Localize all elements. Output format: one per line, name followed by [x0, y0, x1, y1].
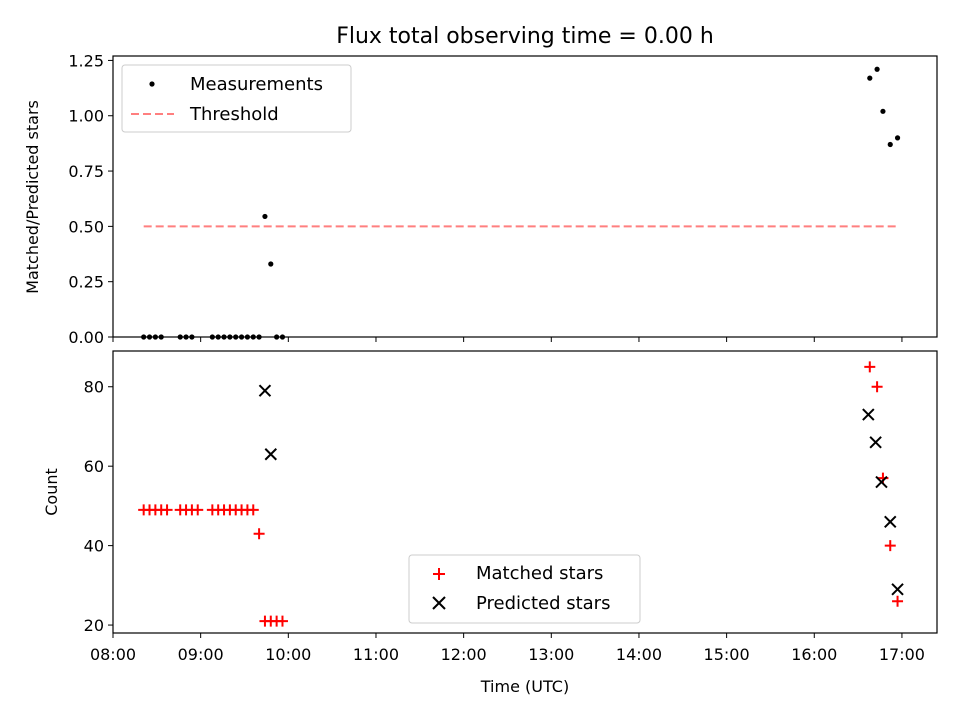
predicted-star-point — [862, 408, 875, 421]
bottom-plot-frame — [112, 350, 938, 634]
x-tick-label: 15:00 — [704, 645, 750, 664]
x-tick-label: 17:00 — [879, 645, 925, 664]
legend-predicted-label: Predicted stars — [476, 593, 610, 614]
legend-threshold-label: Threshold — [189, 104, 279, 125]
x-tick-label: 09:00 — [178, 645, 224, 664]
measurement-point — [262, 213, 268, 220]
bottom-y-tick-label: 40 — [84, 537, 104, 556]
matched-star-point — [276, 615, 288, 627]
top-y-tick-label: 0.75 — [68, 162, 104, 181]
top-y-tick-label: 1.25 — [68, 51, 104, 70]
figure-title: Flux total observing time = 0.00 h — [336, 24, 714, 49]
bottom-panel: 20 40 60 80 08:00 09:00 10:00 11:00 12:00 13:00 14… — [42, 350, 938, 696]
top-y-tick-label: 0.25 — [68, 273, 104, 292]
x-tick-label: 11:00 — [353, 645, 399, 664]
predicted-star-point — [891, 583, 904, 596]
predicted-star-point — [875, 475, 888, 489]
top-y-axis-label: Matched/Predicted stars — [23, 100, 42, 294]
top-y-tick-label: 1.00 — [68, 107, 104, 126]
legend-matched-label: Matched stars — [476, 563, 603, 584]
bottom-legend-box — [408, 554, 641, 624]
top-legend: Measurements Threshold — [121, 64, 352, 133]
matched-star-point — [871, 381, 883, 393]
legend-matched-marker — [433, 568, 445, 580]
legend-measurements-label: Measurements — [190, 74, 323, 95]
matched-star-point — [864, 361, 876, 373]
measurement-point — [874, 66, 880, 72]
legend-measurements-marker — [149, 81, 155, 87]
x-tick-label: 12:00 — [441, 645, 487, 664]
measurement-point — [887, 141, 893, 148]
x-tick-label: 13:00 — [528, 645, 574, 664]
x-tick-label: 16:00 — [791, 645, 837, 664]
top-y-tick-label: 0.50 — [68, 217, 104, 236]
bottom-legend: Matched stars Predicted stars — [408, 554, 641, 624]
bottom-y-axis-label: Count — [42, 468, 61, 516]
bottom-y-tick-label: 60 — [84, 457, 104, 476]
measurement-point — [880, 108, 886, 114]
x-tick-label: 14:00 — [616, 645, 662, 664]
matched-star-point — [892, 595, 904, 607]
measurement-point — [867, 75, 873, 81]
legend-predicted-marker — [432, 596, 446, 610]
top-axes: 0.00 0.25 0.50 0.75 1.00 1.25 — [68, 51, 903, 347]
x-tick-label: 10:00 — [265, 645, 311, 664]
measurement-point — [894, 135, 901, 141]
predicted-star-point — [869, 436, 882, 449]
matched-star-point — [884, 540, 896, 552]
x-axis-label: Time (UTC) — [480, 677, 569, 696]
bottom-y-tick-label: 80 — [84, 378, 104, 397]
top-y-tick-label: 0.00 — [68, 328, 104, 347]
bottom-axes: 20 40 60 80 08:00 09:00 10:00 11:00 12:00 13:00 14… — [84, 378, 925, 664]
matched-star-point — [192, 504, 204, 516]
matched-star-point — [161, 504, 173, 516]
measurement-point — [268, 261, 274, 267]
top-panel: 0.00 0.25 0.50 0.75 1.00 1.25 Matched/Predict… — [23, 51, 938, 347]
matched-star-point — [253, 528, 265, 540]
predicted-star-point — [884, 515, 897, 528]
top-plot-frame — [112, 55, 938, 338]
predicted-star-point — [258, 384, 272, 397]
top-legend-box — [121, 64, 352, 133]
predicted-star-point — [264, 448, 277, 461]
bottom-marks — [138, 361, 904, 627]
bottom-y-tick-label: 20 — [84, 616, 104, 635]
x-tick-label: 08:00 — [90, 645, 136, 664]
matched-star-point — [247, 504, 259, 516]
